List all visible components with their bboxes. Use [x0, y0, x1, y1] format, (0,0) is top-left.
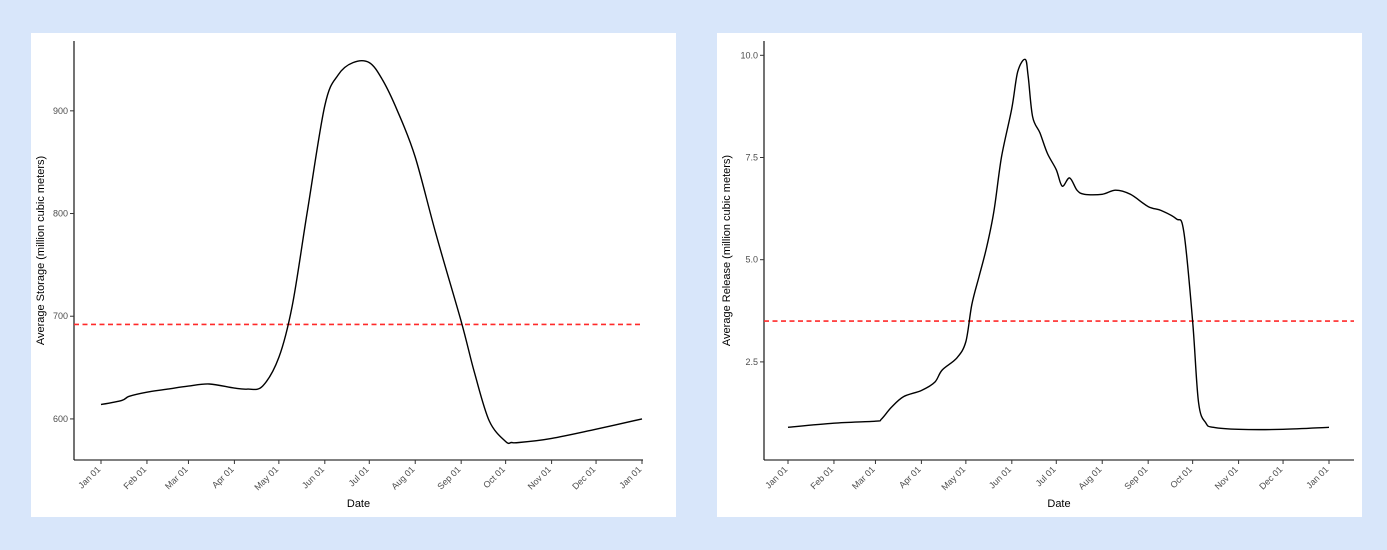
x-tick-label: Sep 01	[435, 464, 462, 491]
release-chart: 2.5 5.0 7.5 10.0 Jan 01 Feb 01 Mar 01 Apr 01 May…	[721, 41, 1354, 510]
y-tick-label: 10.0	[740, 50, 758, 60]
y-axis-title: Average Release (million cubic meters)	[721, 155, 733, 346]
x-tick-label: Jul 01	[347, 464, 371, 488]
x-tick-label: May 01	[939, 464, 967, 492]
x-tick-label: Aug 01	[389, 464, 416, 491]
y-tick-label: 800	[53, 209, 68, 219]
x-tick-label: Oct 01	[481, 464, 507, 490]
x-axis-title: Date	[347, 498, 370, 510]
y-tick-label: 700	[53, 311, 68, 321]
x-axis-title: Date	[1047, 498, 1070, 510]
x-tick-label: Oct 01	[1168, 464, 1194, 490]
x-tick-label: Aug 01	[1076, 464, 1103, 491]
y-tick-label: 600	[53, 414, 68, 424]
x-tick-label: Dec 01	[570, 464, 597, 491]
x-tick-label: Mar 01	[163, 464, 190, 491]
x-tick-label: Jan 01	[76, 464, 102, 490]
x-tick-label: May 01	[252, 464, 280, 492]
storage-chart-panel: 600 700 800 900 Jan 01 Feb 01 Mar 01 Apr 01 May …	[31, 33, 676, 517]
x-tick-label: Nov 01	[1213, 464, 1240, 491]
y-tick-label: 7.5	[745, 153, 758, 163]
y-tick-label: 2.5	[745, 357, 758, 367]
x-tick-label: Dec 01	[1257, 464, 1284, 491]
storage-chart: 600 700 800 900 Jan 01 Feb 01 Mar 01 Apr 01 May …	[35, 41, 643, 510]
x-tick-label: Jun 01	[987, 464, 1013, 490]
x-tick-label: Feb 01	[121, 464, 148, 491]
x-tick-label: Jun 01	[300, 464, 326, 490]
x-tick-label: Jan 01	[617, 464, 643, 490]
x-tick-label: Mar 01	[850, 464, 877, 491]
x-tick-label: Jul 01	[1034, 464, 1058, 488]
y-tick-label: 5.0	[745, 255, 758, 265]
y-axis-title: Average Storage (million cubic meters)	[35, 156, 47, 345]
x-tick-label: Apr 01	[897, 464, 923, 490]
x-tick-label: Jan 01	[763, 464, 789, 490]
y-tick-label: 900	[53, 106, 68, 116]
series-line	[787, 58, 1330, 431]
x-tick-label: Sep 01	[1122, 464, 1149, 491]
release-chart-panel: 2.5 5.0 7.5 10.0 Jan 01 Feb 01 Mar 01 Apr 01 May…	[717, 33, 1362, 517]
x-tick-label: Apr 01	[210, 464, 236, 490]
x-tick-label: Nov 01	[526, 464, 553, 491]
x-tick-label: Jan 01	[1304, 464, 1330, 490]
x-tick-label: Feb 01	[808, 464, 835, 491]
series-line	[100, 60, 643, 445]
